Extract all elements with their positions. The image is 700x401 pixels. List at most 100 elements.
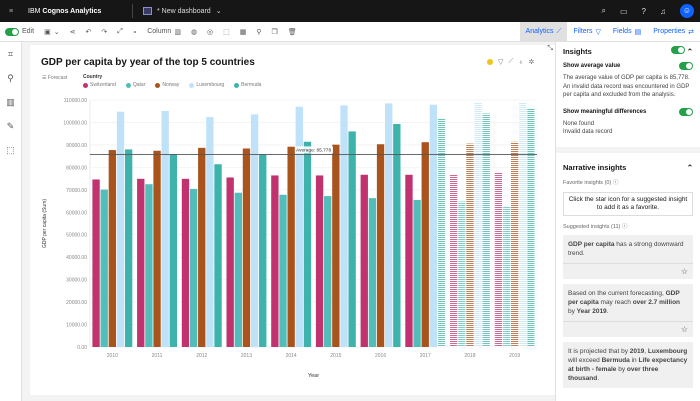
left-rail: ⌗ ⚲ ▥ ✎ ⬚ <box>0 42 22 401</box>
redo-button[interactable]: ↷ <box>96 22 112 42</box>
crop-icon: ⬚ <box>223 28 230 36</box>
bar-luxembourg-2011 <box>161 111 169 348</box>
legend-label: Qatar <box>132 82 146 88</box>
info-icon[interactable]: ⓘ <box>612 179 619 186</box>
copy-button[interactable]: ❐ <box>267 22 283 42</box>
legend-label: Bermuda <box>241 82 262 88</box>
forecast-toggle[interactable]: ☰ Forecast <box>42 75 68 81</box>
palette-icon: ◍ <box>190 28 198 36</box>
x-tick-label: 2016 <box>375 353 386 359</box>
y-tick-label: 20000.00 <box>66 300 87 306</box>
bar-qatar-2019 <box>502 206 511 347</box>
table-button[interactable]: ▦ <box>235 22 252 42</box>
bar-switzerland-2012 <box>181 178 190 347</box>
chevron-up-icon[interactable]: ⌃ <box>686 47 693 56</box>
pin-button[interactable]: ⚲ <box>251 22 266 42</box>
tab-filters[interactable]: Filters ▽ <box>567 22 606 42</box>
toggle-switch[interactable] <box>5 27 19 36</box>
bar-bermuda-2017 <box>437 118 446 347</box>
insights-header: Insights ⌃ <box>563 46 693 56</box>
sliders-icon: ⇄ <box>688 28 694 36</box>
bar-qatar-2016 <box>368 198 377 347</box>
share-button[interactable]: ⋖ <box>65 22 81 42</box>
legend-item[interactable]: Qatar <box>125 82 146 88</box>
bar-qatar-2013 <box>234 192 242 347</box>
pin-icon[interactable]: ⚲ <box>7 73 14 83</box>
x-tick-label: 2018 <box>464 353 475 359</box>
redo-icon: ↷ <box>101 28 108 36</box>
line-chart-icon[interactable]: ⟋ <box>508 58 514 65</box>
data-sources-icon[interactable]: ⌗ <box>7 49 14 59</box>
chevron-up-icon[interactable]: ⌃ <box>686 162 693 172</box>
legend-label: Switzerland <box>90 82 116 88</box>
share-icon: ⋖ <box>69 28 76 36</box>
copy-icon: ❐ <box>271 28 278 36</box>
delete-button[interactable]: 🗑 <box>283 22 302 42</box>
drill-button[interactable]: ◎ <box>202 22 218 42</box>
chart-title: GDP per capita by year of the top 5 coun… <box>41 57 255 68</box>
bar-bermuda-2013 <box>259 154 267 347</box>
top-bar: ≡ IBM Cognos Analytics * New dashboard ⌄ … <box>0 0 700 22</box>
help-icon[interactable]: ? <box>641 6 646 16</box>
dashboard-switcher[interactable]: * New dashboard ⌄ <box>143 7 222 15</box>
pin-icon: ⚲ <box>256 28 262 36</box>
show-average-toggle[interactable] <box>679 62 693 70</box>
insight-indicator-icon[interactable] <box>487 59 493 65</box>
brand-prefix: IBM <box>28 7 41 15</box>
target-icon: ◎ <box>207 28 214 36</box>
tab-label: Analytics <box>525 28 554 35</box>
chart-actions: ▽ ⟋ ♁ ✲ <box>487 58 534 66</box>
dashboard-title: * New dashboard <box>157 7 211 15</box>
info-icon[interactable]: ⓘ <box>621 223 628 230</box>
legend-swatch <box>83 82 88 88</box>
bar-switzerland-2014 <box>271 175 279 347</box>
tab-label: Filters <box>573 28 593 35</box>
hamburger-menu-icon[interactable]: ≡ <box>8 7 14 15</box>
color-button[interactable]: ◍ <box>186 22 202 42</box>
bar-bermuda-2012 <box>214 164 222 347</box>
insight-card: Based on the current forecasting, GDP pe… <box>563 283 693 337</box>
legend-item[interactable]: Switzerland <box>83 82 116 88</box>
edit-label: Edit <box>22 28 35 35</box>
bar-qatar-2010 <box>100 189 108 347</box>
notification-bell-icon[interactable]: ♫ <box>660 6 666 16</box>
chart-widget[interactable]: GDP per capita by year of the top 5 coun… <box>30 45 555 395</box>
expand-icon: ⤢ <box>117 27 123 35</box>
divider <box>556 146 700 153</box>
settings-icon[interactable]: ✲ <box>528 59 535 66</box>
expand-button[interactable]: ⤢ <box>112 22 128 42</box>
edit-toggle[interactable]: Edit <box>0 22 39 42</box>
visualizations-icon[interactable]: ▥ <box>6 97 15 107</box>
dashboard-icon <box>143 7 152 15</box>
insights-toggle[interactable] <box>670 46 685 54</box>
undo-button[interactable]: ↶ <box>80 22 96 42</box>
legend-item[interactable]: Bermuda <box>234 82 261 88</box>
widgets-icon[interactable]: ⬚ <box>6 145 15 155</box>
bar-bermuda-2014 <box>303 141 312 347</box>
none-found-text: None found <box>563 120 595 127</box>
filter-icon[interactable]: ▽ <box>498 59 504 66</box>
avatar[interactable]: ☺ <box>680 4 694 18</box>
assistant-icon[interactable]: ✎ <box>6 121 15 131</box>
star-icon[interactable]: ☆ <box>563 262 693 279</box>
lightbulb-icon[interactable]: ♁ <box>518 58 524 66</box>
save-button[interactable]: ▣ ⌄ <box>39 22 65 42</box>
legend-item[interactable]: Luxembourg <box>189 82 224 88</box>
tab-properties[interactable]: Properties ⇄ <box>647 22 700 42</box>
search-icon[interactable]: ⌕ <box>601 6 606 15</box>
show-differences-toggle[interactable] <box>679 107 693 116</box>
tab-fields[interactable]: Fields ▤ <box>607 22 647 42</box>
toolbar: Edit ▣ ⌄ ⋖ ↶ ↷ ⤢ ∘ Column ▥ ◍ ◎ ⬚ ▦ ⚲ ❐ 🗑 … <box>0 21 700 42</box>
visualization-type-button[interactable]: Column ▥ <box>142 22 186 42</box>
x-axis-title: Year <box>308 373 319 379</box>
link-button[interactable]: ∘ <box>128 22 142 42</box>
legend-title: Country <box>83 74 103 80</box>
expand-icon[interactable]: ⤡ <box>547 45 553 52</box>
star-icon[interactable]: ☆ <box>563 320 693 337</box>
tab-analytics[interactable]: Analytics ⟋ <box>519 21 568 42</box>
legend-item[interactable]: Norway <box>155 82 179 88</box>
chat-icon[interactable]: ▭ <box>619 6 628 16</box>
bar-qatar-2017 <box>413 199 421 347</box>
crop-button[interactable]: ⬚ <box>218 22 235 42</box>
insight-card: GDP per capita has a strong downward tre… <box>563 234 693 279</box>
